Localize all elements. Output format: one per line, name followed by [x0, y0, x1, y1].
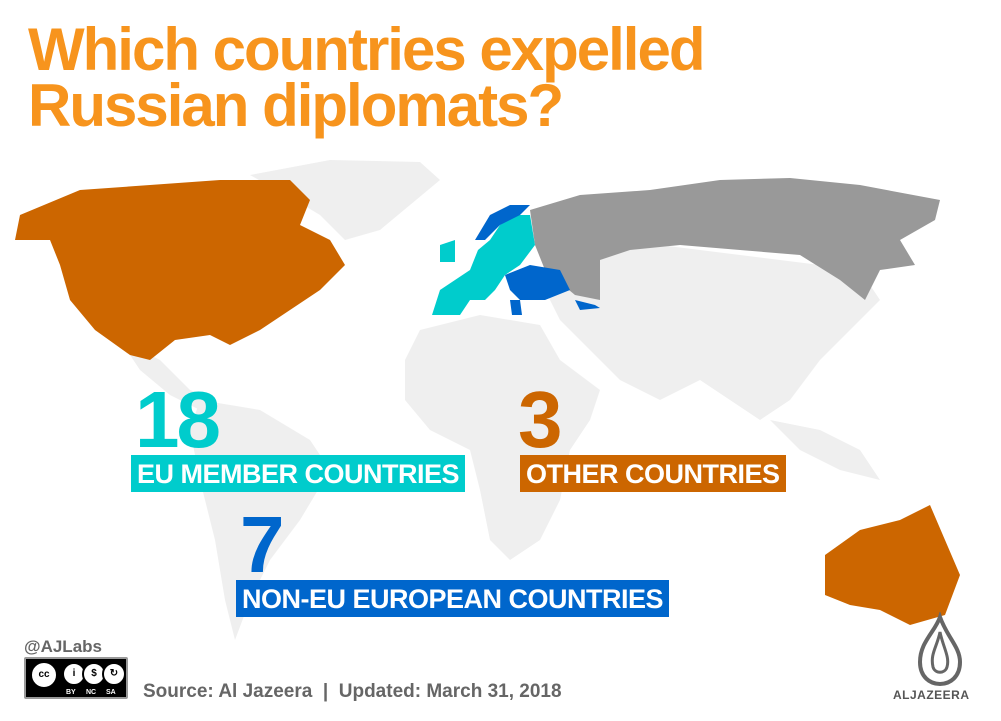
- by-label: BY: [66, 689, 76, 696]
- eu-countries: [432, 215, 535, 315]
- creative-commons-badge: cc i $ ↻ BY NC SA: [24, 657, 128, 699]
- greenland: [250, 160, 440, 240]
- title-line-1: Which countries expelled: [28, 16, 705, 83]
- non-eu-label: NON-EU EUROPEAN COUNTRIES: [236, 580, 670, 617]
- al-jazeera-logo-icon: [917, 612, 963, 687]
- title-line-2: Russian diplomats?: [28, 72, 564, 139]
- logo-text: ALJAZEERA: [893, 688, 970, 702]
- source-text: Source: Al Jazeera | Updated: March 31, …: [143, 681, 562, 702]
- other-label: OTHER COUNTRIES: [520, 455, 786, 492]
- other-count: 3: [518, 375, 562, 464]
- page-title: Which countries expelled Russian diploma…: [28, 16, 705, 139]
- non-eu-countries: [475, 205, 600, 315]
- eu-label: EU MEMBER COUNTRIES: [131, 455, 466, 492]
- non-eu-count: 7: [240, 500, 284, 589]
- eu-count: 18: [135, 375, 221, 464]
- north-america-us-canada: [15, 180, 345, 360]
- se-asia: [770, 420, 880, 480]
- africa: [405, 315, 600, 560]
- sa-icon: ↻: [102, 662, 126, 686]
- russia: [530, 178, 940, 300]
- twitter-handle: @AJLabs: [24, 637, 102, 656]
- asia: [545, 240, 880, 420]
- australia: [825, 505, 960, 625]
- cc-icon: cc: [30, 661, 58, 689]
- nc-label: NC: [86, 689, 97, 696]
- sa-label: SA: [106, 689, 116, 696]
